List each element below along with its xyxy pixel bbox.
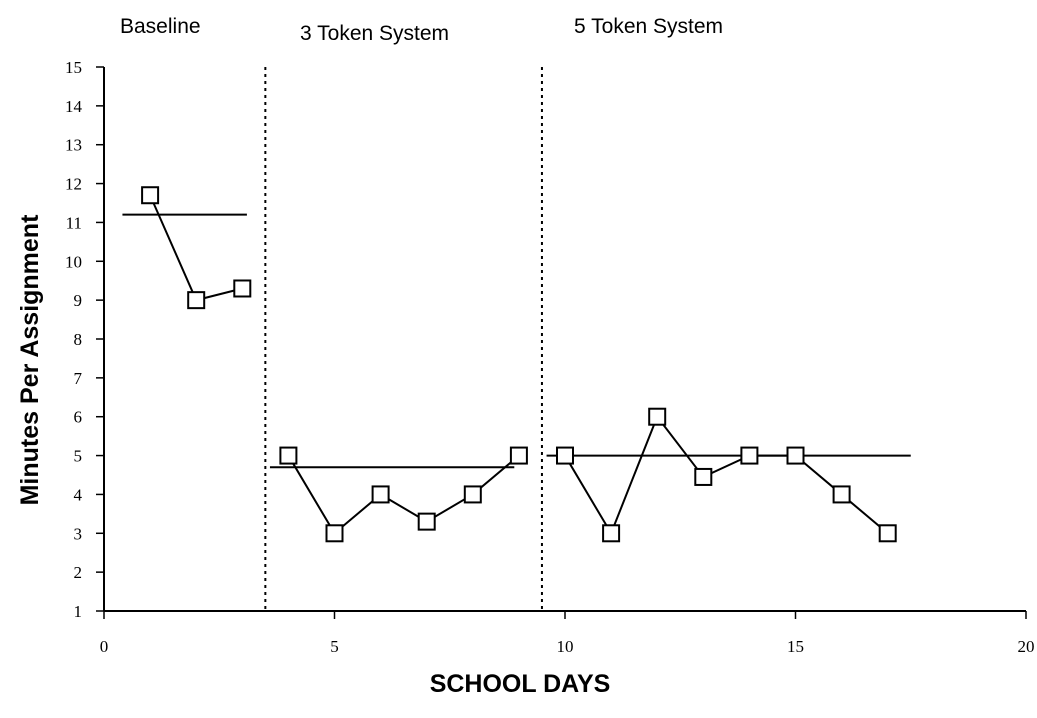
y-tick-label: 1 <box>74 602 83 621</box>
y-tick-label: 10 <box>65 252 82 271</box>
y-tick-label: 6 <box>74 408 83 427</box>
y-tick-label: 8 <box>74 330 83 349</box>
data-point-marker <box>786 446 805 465</box>
series-line <box>149 194 243 302</box>
data-point-marker <box>832 485 851 504</box>
x-axis-title: SCHOOL DAYS <box>430 670 611 698</box>
y-tick-label: 12 <box>65 175 82 194</box>
data-series <box>141 186 897 543</box>
data-point-marker <box>279 446 298 465</box>
phase-change-lines <box>264 67 543 609</box>
data-point-marker <box>141 186 160 205</box>
y-tick-label: 9 <box>74 291 83 310</box>
data-point-marker <box>187 291 206 310</box>
data-point-marker <box>648 407 667 426</box>
y-tick-label: 15 <box>65 58 82 77</box>
y-tick-label: 11 <box>66 213 82 232</box>
y-tick-label: 4 <box>74 485 83 504</box>
phase-labels: Baseline 3 Token System 5 Token System <box>120 15 723 45</box>
data-point-marker <box>694 467 713 486</box>
phase-label: Baseline <box>120 15 201 38</box>
y-tick-label: 7 <box>74 369 83 388</box>
data-point-marker <box>740 446 759 465</box>
x-axis-ticks: 0 5 10 15 20 <box>100 611 1035 656</box>
x-tick-label: 0 <box>100 637 109 656</box>
y-tick-label: 13 <box>65 136 82 155</box>
phase-label: 3 Token System <box>300 22 449 45</box>
data-point-marker <box>371 485 390 504</box>
data-point-marker <box>463 485 482 504</box>
data-point-marker <box>878 524 897 543</box>
data-point-marker <box>602 524 621 543</box>
data-point-marker <box>509 446 528 465</box>
series-line <box>564 414 889 536</box>
data-point-marker <box>233 279 252 298</box>
y-tick-label: 3 <box>74 524 83 543</box>
phase-mean-lines <box>122 213 911 469</box>
y-tick-label: 14 <box>65 97 83 116</box>
x-tick-label: 15 <box>787 637 804 656</box>
x-tick-label: 20 <box>1018 637 1035 656</box>
y-axis-title: Minutes Per Assignment <box>16 214 44 505</box>
data-point-marker <box>556 446 574 465</box>
x-tick-label: 10 <box>557 637 574 656</box>
y-tick-label: 5 <box>74 447 83 466</box>
y-tick-label: 2 <box>74 563 83 582</box>
data-point-marker <box>417 512 436 531</box>
x-tick-label: 5 <box>330 637 339 656</box>
data-point-marker <box>325 524 344 543</box>
phase-label: 5 Token System <box>574 15 723 38</box>
